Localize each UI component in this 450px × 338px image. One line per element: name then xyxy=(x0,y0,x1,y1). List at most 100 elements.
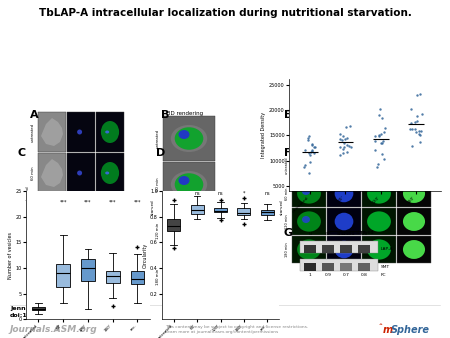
Text: U: U xyxy=(308,232,311,236)
Text: starved: starved xyxy=(280,200,284,215)
Bar xyxy=(292,180,326,207)
Text: C: C xyxy=(17,148,25,158)
Text: m: m xyxy=(383,325,393,335)
Ellipse shape xyxy=(101,244,119,266)
PathPatch shape xyxy=(81,259,95,281)
Point xyxy=(340,133,347,138)
Text: 60': 60' xyxy=(324,232,331,236)
Ellipse shape xyxy=(297,211,321,232)
Text: 0.8: 0.8 xyxy=(360,273,368,277)
X-axis label: starved: starved xyxy=(356,230,374,235)
Bar xyxy=(340,263,352,271)
Text: 180': 180' xyxy=(359,232,369,236)
Polygon shape xyxy=(41,118,63,146)
Text: This content may be subject to copyright and license restrictions.
Learn more at: This content may be subject to copyright… xyxy=(165,325,308,334)
Point xyxy=(409,143,416,148)
Text: LAP-A: LAP-A xyxy=(381,247,393,251)
Point xyxy=(336,144,343,150)
Ellipse shape xyxy=(403,184,425,203)
Text: 60 min: 60 min xyxy=(285,187,289,200)
Point xyxy=(407,107,414,112)
Bar xyxy=(292,152,326,179)
PathPatch shape xyxy=(167,219,180,231)
Text: A: A xyxy=(30,110,39,120)
Ellipse shape xyxy=(367,211,391,232)
Ellipse shape xyxy=(77,129,82,135)
Point xyxy=(343,135,351,140)
Ellipse shape xyxy=(302,244,310,251)
Point xyxy=(336,137,343,142)
Point xyxy=(375,161,382,167)
Ellipse shape xyxy=(179,176,189,185)
Bar xyxy=(327,152,361,179)
Text: 3D rendering: 3D rendering xyxy=(167,111,203,116)
Point xyxy=(346,123,353,129)
Text: 0.9: 0.9 xyxy=(324,273,332,277)
Text: ***: *** xyxy=(84,200,92,205)
Point xyxy=(339,146,346,152)
Point xyxy=(302,147,309,153)
Ellipse shape xyxy=(403,240,425,259)
Ellipse shape xyxy=(179,130,189,139)
Point xyxy=(373,165,380,170)
Bar xyxy=(292,236,326,263)
Point xyxy=(406,126,414,131)
Text: Sphere: Sphere xyxy=(391,325,430,335)
Text: ns: ns xyxy=(265,191,270,196)
Bar xyxy=(38,235,66,275)
Bar xyxy=(163,254,215,299)
Point xyxy=(414,119,421,124)
Point xyxy=(412,127,419,132)
Ellipse shape xyxy=(101,121,119,143)
Text: E: E xyxy=(284,110,292,120)
PathPatch shape xyxy=(261,210,274,215)
Point xyxy=(307,160,314,165)
Ellipse shape xyxy=(302,160,310,167)
Point xyxy=(408,121,415,126)
Text: FC: FC xyxy=(381,273,387,277)
Ellipse shape xyxy=(367,155,391,176)
Text: TbLAP-A intracellular localization during nutritional starvation.: TbLAP-A intracellular localization durin… xyxy=(39,8,411,18)
Point xyxy=(308,149,315,154)
Text: 60 min: 60 min xyxy=(156,178,160,191)
PathPatch shape xyxy=(238,209,250,215)
Bar xyxy=(362,236,396,263)
Text: untreated: untreated xyxy=(285,157,289,174)
Text: 120 min: 120 min xyxy=(285,214,289,229)
Text: B: B xyxy=(161,110,169,120)
Point xyxy=(381,157,388,162)
Bar xyxy=(397,180,431,207)
Point xyxy=(377,106,384,112)
Point xyxy=(308,142,315,148)
Ellipse shape xyxy=(105,171,109,174)
Point xyxy=(382,125,389,130)
Text: Merge: Merge xyxy=(303,147,315,151)
Text: Journals.ASM.org: Journals.ASM.org xyxy=(10,325,98,334)
Ellipse shape xyxy=(175,173,203,196)
Point xyxy=(378,140,385,146)
Point xyxy=(340,150,347,156)
Text: G: G xyxy=(284,228,293,238)
Point xyxy=(344,142,351,147)
Point xyxy=(419,112,426,117)
Text: 60 min: 60 min xyxy=(31,166,35,180)
Point xyxy=(416,132,423,138)
Point xyxy=(415,132,423,137)
Ellipse shape xyxy=(105,254,109,257)
Polygon shape xyxy=(41,200,63,228)
Text: *: * xyxy=(243,191,245,196)
Point xyxy=(414,92,421,97)
Y-axis label: Circularity: Circularity xyxy=(142,243,147,268)
Text: 120': 120' xyxy=(341,232,351,236)
Ellipse shape xyxy=(335,157,353,174)
Text: starved: starved xyxy=(26,186,30,201)
Bar xyxy=(327,236,361,263)
Point xyxy=(346,143,353,148)
Ellipse shape xyxy=(335,213,353,230)
Bar xyxy=(358,245,370,253)
Ellipse shape xyxy=(101,203,119,225)
Ellipse shape xyxy=(77,170,82,175)
Point xyxy=(416,91,423,97)
Ellipse shape xyxy=(367,239,391,260)
Point xyxy=(372,134,379,139)
